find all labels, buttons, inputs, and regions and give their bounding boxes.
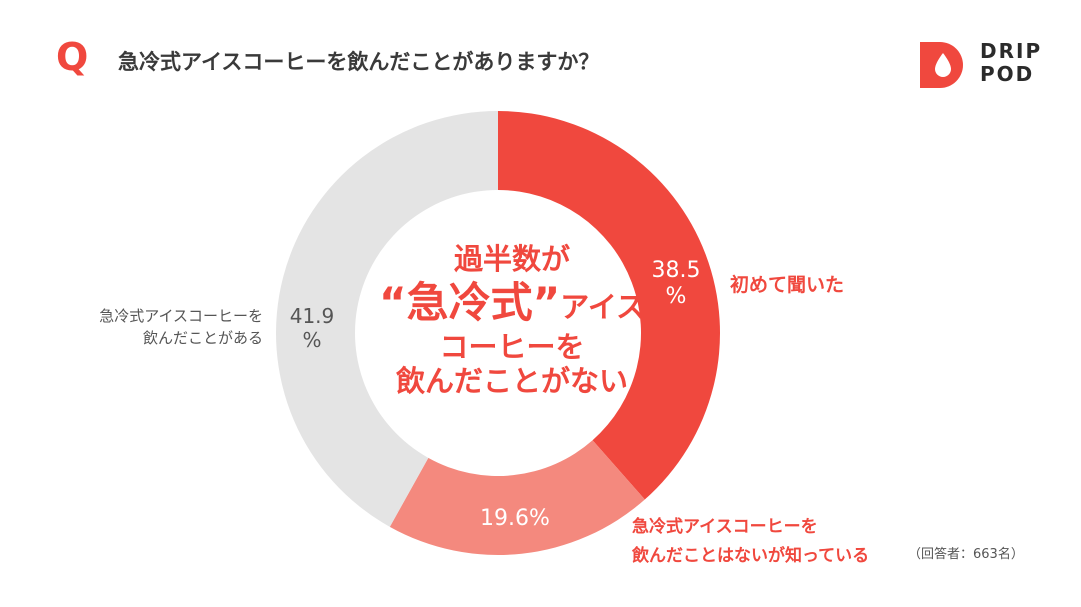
- data-label-first-heard-value: 38.5: [651, 258, 701, 283]
- category-label-first-heard-line: 初めて聞いた: [730, 274, 845, 296]
- data-label-know-not-drunk-value: 19.6%: [480, 506, 550, 531]
- data-label-have-drunk-unit: %: [302, 327, 322, 352]
- data-label-have-drunk: 41.9 %: [276, 304, 348, 352]
- slice-have-drunk: [275, 111, 498, 527]
- category-label-know-not-drunk-line1: 急冷式アイスコーヒーを: [632, 517, 818, 537]
- center-line-1: 過半数が: [453, 242, 570, 276]
- question-q-mark: Q: [56, 35, 89, 79]
- slice-know-not-drunk: [389, 440, 645, 555]
- center-line-2: “急冷式”アイス: [372, 278, 652, 328]
- logo-text-line1: DRIP: [980, 39, 1043, 63]
- category-label-first-heard: 初めて聞いた: [730, 270, 844, 297]
- center-message: 過半数が “急冷式”アイス コーヒーを 飲んだことがない: [372, 242, 652, 398]
- category-label-know-not-drunk: 急冷式アイスコーヒーを 飲んだことはないが知っている: [632, 513, 869, 571]
- center-quote-close: ”: [532, 278, 561, 328]
- category-label-have-drunk: 急冷式アイスコーヒーを 飲んだことがある: [70, 305, 263, 349]
- droplet-icon: [920, 42, 963, 88]
- center-line-2-suffix: アイス: [560, 290, 645, 325]
- center-emphasis: 急冷式: [406, 278, 533, 328]
- category-label-have-drunk-line2: 飲んだことがある: [142, 329, 263, 347]
- center-line-3: コーヒーを: [439, 329, 585, 364]
- slice-first-heard: [498, 111, 720, 500]
- category-label-know-not-drunk-line2: 飲んだことはないが知っている: [632, 546, 870, 566]
- data-label-know-not-drunk: 19.6%: [455, 506, 575, 532]
- center-line-4: 飲んだことがない: [395, 363, 628, 398]
- drip-pod-logo: DRIP POD: [920, 40, 1050, 90]
- data-label-first-heard-unit: %: [665, 283, 687, 309]
- center-quote-open: “: [379, 278, 407, 328]
- category-label-have-drunk-line1: 急冷式アイスコーヒーを: [99, 307, 263, 325]
- logo-text-line2: POD: [980, 62, 1035, 86]
- question-text: 急冷式アイスコーヒーを飲んだことがありますか？: [118, 50, 600, 74]
- respondents-note: （回答者：663名）: [908, 547, 1024, 562]
- data-label-first-heard: 38.5 %: [636, 258, 716, 310]
- data-label-have-drunk-value: 41.9: [289, 304, 335, 328]
